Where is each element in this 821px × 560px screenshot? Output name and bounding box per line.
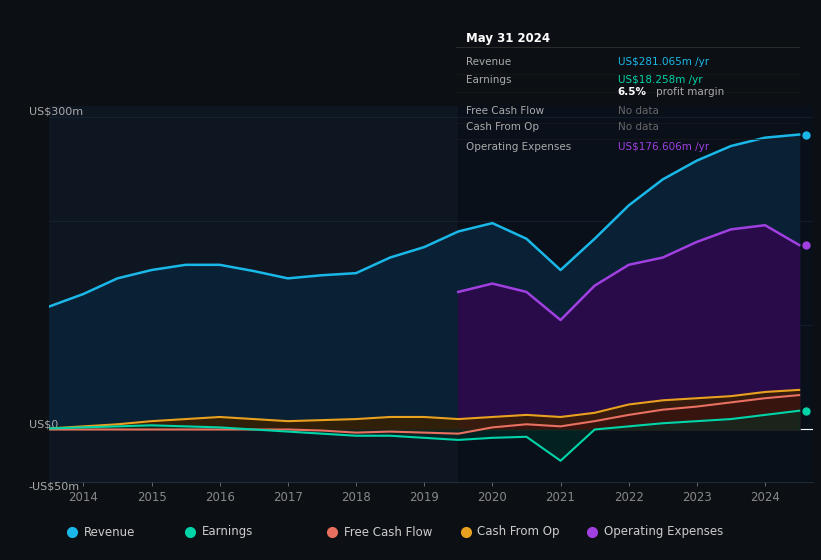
Text: Earnings: Earnings	[202, 525, 253, 539]
Text: profit margin: profit margin	[656, 87, 724, 97]
Text: US$18.258m /yr: US$18.258m /yr	[617, 75, 702, 85]
Text: US$176.606m /yr: US$176.606m /yr	[617, 142, 709, 152]
Text: Operating Expenses: Operating Expenses	[466, 142, 571, 152]
Text: Operating Expenses: Operating Expenses	[603, 525, 722, 539]
Text: Cash From Op: Cash From Op	[478, 525, 560, 539]
Text: US$300m: US$300m	[29, 107, 83, 117]
Text: Free Cash Flow: Free Cash Flow	[466, 105, 544, 115]
Text: -US$50m: -US$50m	[29, 482, 80, 492]
Text: US$0: US$0	[29, 419, 58, 430]
Text: No data: No data	[617, 122, 658, 132]
Text: Earnings: Earnings	[466, 75, 511, 85]
Bar	[458, 106, 813, 482]
Text: Cash From Op: Cash From Op	[466, 122, 539, 132]
Text: No data: No data	[617, 105, 658, 115]
Text: May 31 2024: May 31 2024	[466, 32, 550, 45]
Text: 6.5%: 6.5%	[617, 87, 647, 97]
Text: Free Cash Flow: Free Cash Flow	[343, 525, 432, 539]
Text: Revenue: Revenue	[466, 57, 511, 67]
Text: Revenue: Revenue	[84, 525, 135, 539]
Text: US$281.065m /yr: US$281.065m /yr	[617, 57, 709, 67]
